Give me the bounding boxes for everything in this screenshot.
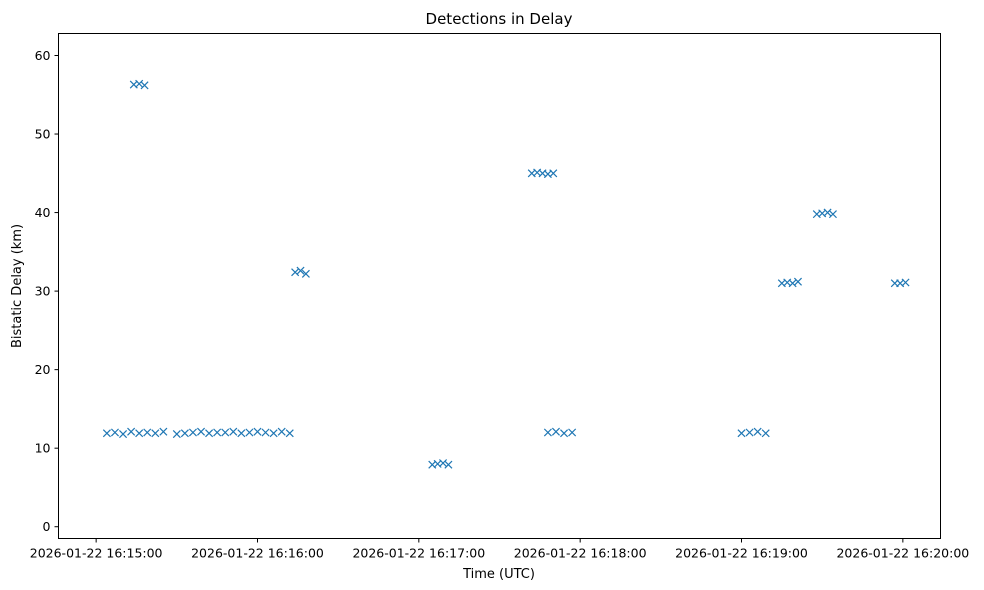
data-point — [823, 208, 832, 217]
data-point — [196, 427, 206, 436]
x-axis: 2026-01-22 16:15:00 2026-01-22 16:16:00 20… — [30, 538, 969, 561]
y-tick-label: 20 — [35, 362, 51, 377]
data-point — [172, 430, 181, 439]
data-point — [140, 81, 149, 90]
data-point — [828, 210, 837, 219]
data-point — [277, 427, 286, 436]
data-point — [745, 428, 754, 437]
data-point — [143, 428, 152, 437]
x-tick-label: 2026-01-22 16:16:00 — [191, 546, 324, 561]
data-point — [159, 427, 168, 436]
y-axis: 0 10 20 30 40 50 60 — [35, 48, 59, 534]
chart-title: Detections in Delay — [426, 10, 573, 28]
y-tick-label: 30 — [35, 284, 51, 299]
data-point — [213, 428, 222, 437]
x-tick-label: 2026-01-22 16:18:00 — [514, 546, 647, 561]
markers-layer — [102, 79, 910, 469]
data-point — [549, 169, 558, 178]
data-point — [551, 427, 560, 436]
data-point — [261, 428, 270, 437]
data-point — [127, 427, 136, 436]
data-point — [291, 268, 300, 277]
data-point — [119, 430, 128, 439]
x-tick-label: 2026-01-22 16:15:00 — [30, 546, 163, 561]
data-point — [269, 429, 278, 438]
data-point — [221, 428, 230, 437]
x-tick-label: 2026-01-22 16:20:00 — [836, 546, 969, 561]
data-point — [568, 428, 577, 437]
data-point — [135, 429, 144, 438]
data-point — [439, 459, 448, 468]
y-axis-label: Bistatic Delay (km) — [10, 224, 25, 348]
data-point — [285, 429, 294, 438]
data-point — [788, 279, 797, 288]
y-tick-label: 60 — [35, 48, 51, 63]
y-tick-label: 10 — [35, 441, 51, 456]
y-tick-label: 50 — [35, 127, 51, 142]
data-point — [110, 428, 119, 437]
data-point — [444, 460, 453, 469]
data-point — [253, 427, 262, 436]
x-axis-label: Time (UTC) — [462, 567, 535, 582]
y-tick-label: 0 — [43, 519, 51, 534]
y-tick-label: 40 — [35, 205, 51, 220]
data-point — [135, 79, 144, 88]
plot-frame — [58, 33, 941, 539]
data-point — [205, 429, 214, 438]
data-point — [737, 429, 746, 438]
data-point — [245, 428, 254, 437]
data-point — [229, 427, 238, 436]
data-point — [301, 269, 310, 278]
data-point — [543, 428, 552, 437]
data-point — [237, 429, 246, 438]
data-point — [793, 277, 803, 286]
data-point — [151, 429, 160, 438]
data-point — [901, 278, 910, 287]
data-point — [188, 428, 197, 437]
data-point — [296, 266, 305, 275]
data-point — [753, 427, 762, 436]
data-point — [560, 429, 569, 438]
x-tick-label: 2026-01-22 16:19:00 — [675, 546, 808, 561]
x-tick-label: 2026-01-22 16:17:00 — [352, 546, 485, 561]
data-point — [102, 429, 111, 438]
data-point — [761, 429, 770, 438]
data-point — [180, 429, 189, 438]
